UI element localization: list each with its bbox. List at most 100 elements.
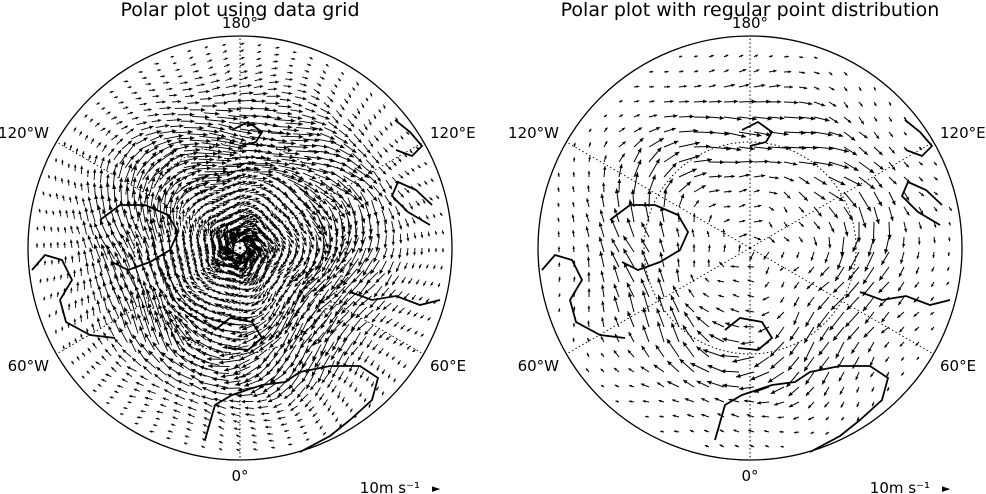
wind-vector-head: [217, 213, 222, 217]
wind-vector-head: [335, 182, 341, 187]
wind-vector-head: [269, 305, 274, 310]
wind-vector-head: [181, 274, 186, 279]
wind-vector-head: [235, 381, 240, 386]
wind-vector-head: [659, 251, 664, 257]
wind-vector-head: [85, 262, 89, 267]
wind-vector-head: [310, 386, 314, 391]
wind-vector-head: [302, 237, 307, 242]
wind-vector-head: [241, 363, 247, 368]
wind-vector-head: [365, 257, 370, 263]
wind-vector-head: [74, 299, 78, 304]
wind-vector-head: [212, 218, 216, 223]
wind-vector-head: [158, 134, 164, 139]
wind-vector-head: [83, 250, 87, 255]
wind-vector-head: [266, 393, 271, 398]
wind-vector-head: [224, 305, 229, 309]
wind-vector-head: [125, 106, 129, 110]
wind-vector-head: [354, 371, 358, 376]
wind-vector-head: [220, 311, 226, 316]
wind-vector-head: [203, 402, 208, 406]
wind-vector-head: [63, 242, 66, 246]
wind-vector-head: [879, 275, 884, 281]
panel-right: Polar plot with regular point distributi…: [508, 0, 986, 494]
wind-vector-head: [332, 130, 337, 134]
wind-vector-head: [321, 379, 326, 384]
wind-vector-head: [174, 328, 179, 334]
wind-vector-head: [210, 193, 214, 197]
wind-vector-head: [308, 315, 314, 321]
wind-vector-head: [350, 326, 356, 332]
wind-vector-head: [310, 120, 316, 126]
wind-vector-head: [284, 395, 288, 399]
wind-vector-head: [76, 225, 80, 230]
wind-vector-head: [305, 219, 310, 224]
wind-vector-head: [209, 186, 215, 191]
wind-vector-head: [777, 99, 782, 104]
wind-vector-head: [335, 265, 341, 271]
wind-vector-head: [288, 402, 292, 407]
wind-vector-head: [206, 138, 211, 144]
wind-vector-head: [273, 215, 277, 220]
wind-vector-head: [626, 217, 631, 223]
wind-vector-head: [214, 172, 220, 177]
wind-vector-head: [103, 332, 107, 336]
wind-vector-head: [816, 71, 820, 75]
wind-vector-head: [259, 78, 263, 82]
wind-vector-head: [207, 271, 212, 275]
wind-vector-head: [261, 252, 265, 257]
wind-vector-head: [286, 131, 292, 136]
wind-vector-head: [315, 265, 320, 271]
wind-vector-head: [269, 343, 275, 348]
wind-vector-head: [244, 70, 248, 74]
wind-vector-head: [277, 115, 282, 121]
wind-vector-head: [144, 186, 149, 192]
wind-vector-head: [158, 170, 163, 176]
wind-vector-head: [396, 268, 400, 273]
wind-vector-head: [268, 316, 273, 321]
wind-vector-head: [404, 266, 407, 270]
wind-vector-head: [352, 301, 358, 307]
wind-vector-head: [209, 220, 214, 225]
wind-vector-head: [217, 205, 221, 209]
wind-vector-head: [325, 351, 330, 357]
wind-vector-head: [255, 281, 259, 286]
wind-vector-head: [263, 91, 268, 96]
wind-vector-head: [256, 263, 261, 268]
wind-vector-head: [245, 214, 250, 218]
wind-vector-head: [254, 373, 260, 378]
wind-vector-head: [69, 239, 73, 243]
wind-vector-head: [267, 291, 271, 296]
wind-vector-head: [195, 70, 199, 73]
wind-vector-head: [602, 182, 606, 186]
wind-vector-head: [82, 220, 87, 226]
wind-vector-head: [269, 172, 274, 177]
wind-vector-head: [331, 389, 335, 393]
wind-vector-head: [330, 135, 335, 140]
wind-vector-head: [217, 154, 223, 160]
wind-vector-head: [413, 252, 417, 256]
wind-vector-head: [300, 329, 305, 335]
wind-vector-head: [283, 169, 289, 174]
wind-vector-head: [320, 350, 325, 356]
wind-vector-head: [113, 318, 118, 324]
wind-vector-head: [119, 121, 123, 124]
wind-vector-head: [301, 362, 306, 368]
wind-vector-head: [258, 149, 263, 154]
wind-vector-head: [329, 305, 335, 310]
wind-vector-head: [707, 259, 711, 263]
wind-vector-head: [189, 276, 194, 281]
wind-vector-head: [441, 231, 444, 235]
wind-vector-head: [411, 296, 415, 300]
wind-vector-head: [290, 118, 296, 123]
wind-vector-head: [382, 170, 387, 175]
wind-vector-head: [80, 333, 83, 337]
wind-vector-head: [275, 302, 280, 307]
wind-vector-head: [268, 179, 274, 184]
wind-vector-head: [138, 183, 143, 189]
wind-vector-head: [205, 160, 211, 165]
wind-vector-head: [304, 274, 309, 279]
wind-vector-head: [333, 125, 338, 129]
wind-vector-head: [177, 380, 182, 384]
wind-vector-head: [353, 196, 359, 201]
wind-vector-head: [252, 441, 256, 444]
